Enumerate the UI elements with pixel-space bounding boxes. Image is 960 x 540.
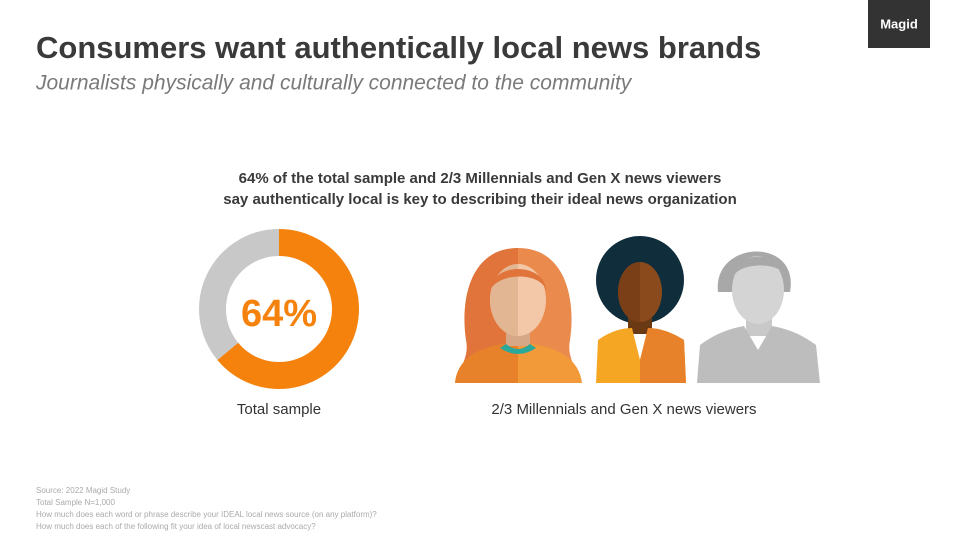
note: Source: 2022 Magid Study: [36, 486, 130, 495]
person-afro: [596, 236, 686, 383]
donut-caption: Total sample: [237, 401, 321, 418]
headline: 64% of the total sample and 2/3 Millenni…: [239, 170, 722, 187]
center-label: 64%: [241, 293, 317, 335]
logo-box: [868, 0, 930, 48]
subtitle: Journalists physically and culturally co…: [35, 72, 633, 95]
note: Total Sample N=1,000: [36, 498, 115, 507]
donut-segment: [199, 229, 279, 360]
headline: say authentically local is key to descri…: [223, 191, 737, 208]
note: How much does each word or phrase descri…: [36, 510, 377, 519]
person-grey: [697, 251, 820, 383]
people-caption: 2/3 Millennials and Gen X news viewers: [491, 401, 756, 418]
person-woman: [455, 248, 582, 383]
note: How much does each of the following fit …: [36, 522, 316, 531]
title: Consumers want authentically local news …: [36, 30, 761, 65]
donut-segment: [217, 229, 359, 389]
logo: Magid: [880, 16, 918, 31]
